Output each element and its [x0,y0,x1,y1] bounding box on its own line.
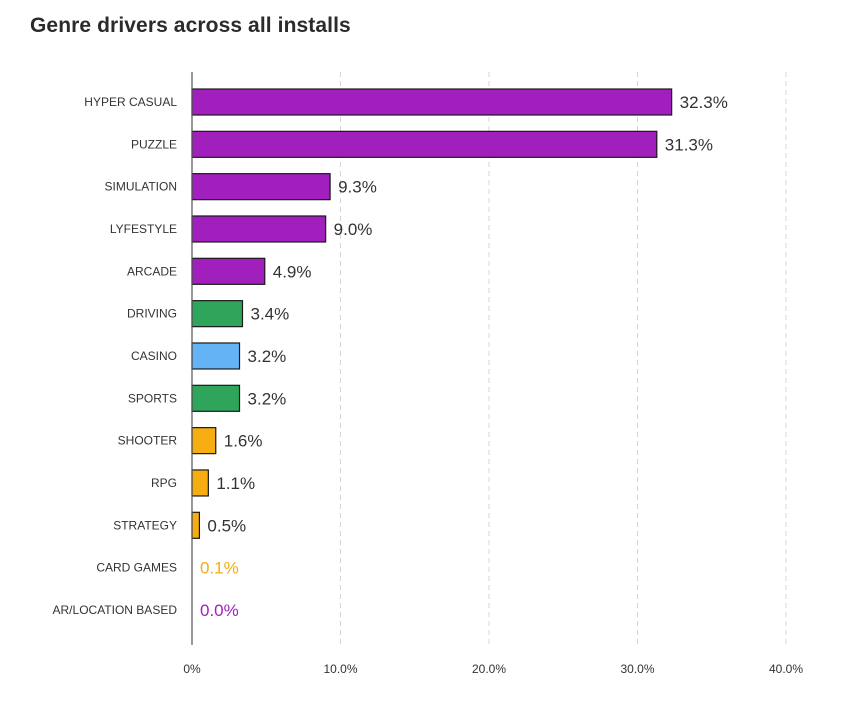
value-label-puzzle: 31.3% [665,135,713,154]
bar-hyper-casual [191,88,673,116]
bars [191,88,673,539]
bar-shooter [191,427,217,455]
category-label-shooter: SHOOTER [118,434,178,448]
category-label-casino: CASINO [131,349,177,363]
category-label-driving: DRIVING [127,307,177,321]
labels: 0% 10.0% 20.0% 30.0% 40.0% HYPER CASUAL 32.3% P… [53,93,804,676]
grid-lines [340,72,787,645]
value-label-lyfestyle: 9.0% [334,220,373,239]
bar-sports [191,384,241,412]
value-label-arcade: 4.9% [273,262,312,281]
value-label-sports: 3.2% [248,389,287,408]
category-label-arcade: ARCADE [127,264,177,278]
value-label-ar-location-based: 0.0% [200,601,239,620]
category-label-sports: SPORTS [128,391,177,405]
bar-rpg [191,469,209,497]
category-label-ar-location-based: AR/LOCATION BASED [53,603,178,617]
category-label-simulation: SIMULATION [105,180,177,194]
value-label-driving: 3.4% [250,305,289,324]
value-label-card-games: 0.1% [200,559,239,578]
bar-casino [191,342,241,370]
bar-driving [191,300,244,328]
x-tick-label: 0% [183,662,201,676]
category-label-hyper-casual: HYPER CASUAL [84,95,177,109]
x-tick-label: 30.0% [620,662,654,676]
bar-simulation [191,173,331,201]
x-tick-label: 10.0% [323,662,357,676]
category-label-puzzle: PUZZLE [131,137,177,151]
category-label-rpg: RPG [151,476,177,490]
x-tick-label: 20.0% [472,662,506,676]
x-tick-label: 40.0% [769,662,803,676]
category-label-card-games: CARD GAMES [96,561,177,575]
bar-lyfestyle [191,215,327,243]
value-label-casino: 3.2% [248,347,287,366]
value-label-hyper-casual: 32.3% [680,93,728,112]
value-label-rpg: 1.1% [216,474,255,493]
category-label-lyfestyle: LYFESTYLE [110,222,177,236]
bar-arcade [191,257,266,285]
bar-puzzle [191,130,658,158]
chart-title: Genre drivers across all installs [30,14,351,37]
bar-strategy [191,511,201,539]
value-label-shooter: 1.6% [224,432,263,451]
value-label-strategy: 0.5% [207,516,246,535]
category-label-strategy: STRATEGY [113,518,177,532]
value-label-simulation: 9.3% [338,178,377,197]
